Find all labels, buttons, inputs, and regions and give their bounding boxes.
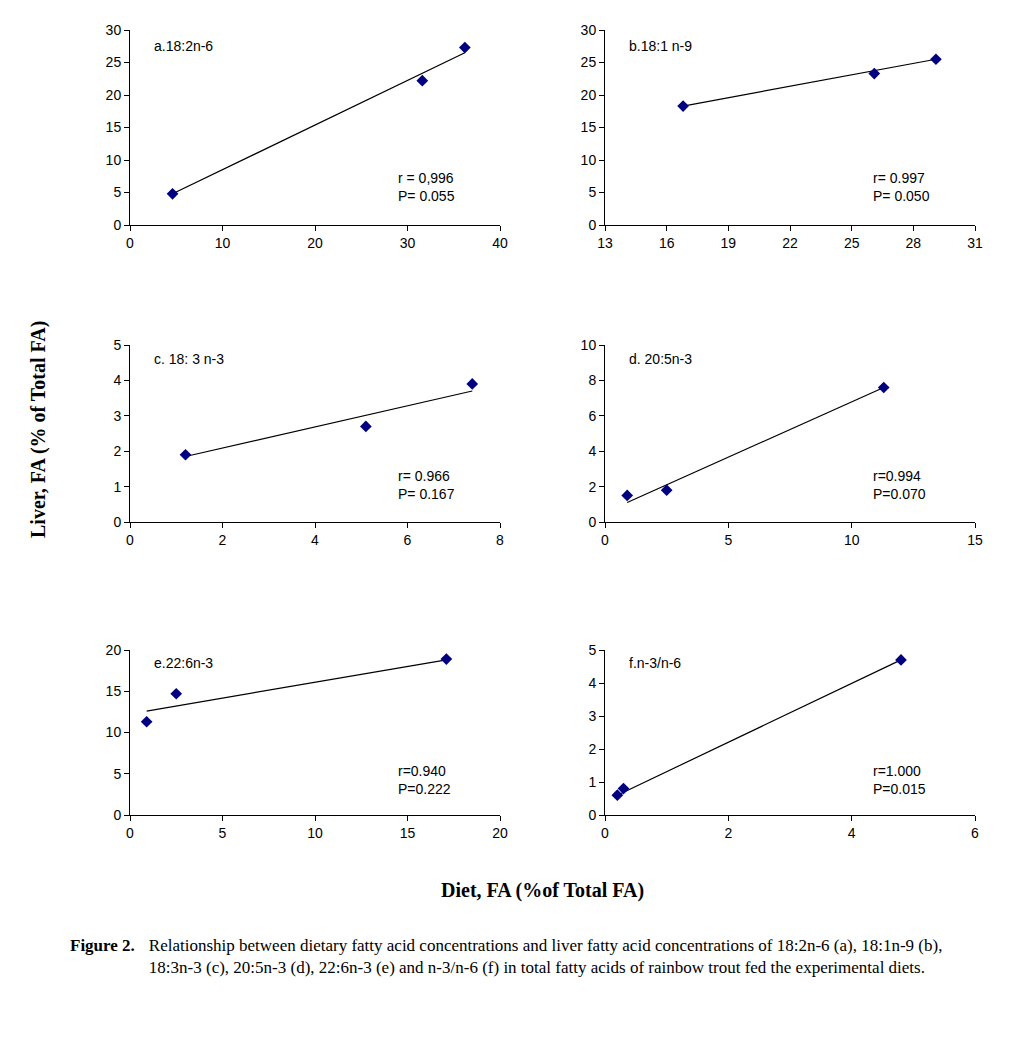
svg-text:25: 25 — [844, 235, 860, 251]
svg-text:40: 40 — [492, 235, 508, 251]
svg-text:2: 2 — [219, 532, 227, 548]
svg-text:25: 25 — [106, 54, 122, 70]
svg-text:20: 20 — [492, 825, 508, 841]
svg-text:0: 0 — [588, 514, 596, 530]
svg-text:d. 20:5n-3: d. 20:5n-3 — [629, 351, 692, 367]
svg-text:15: 15 — [106, 119, 122, 135]
svg-text:r= 0.966P= 0.167: r= 0.966P= 0.167 — [398, 468, 455, 502]
svg-text:15: 15 — [967, 532, 983, 548]
svg-text:r= 0.997P= 0.050: r= 0.997P= 0.050 — [873, 170, 930, 204]
svg-text:0: 0 — [126, 532, 134, 548]
svg-text:4: 4 — [848, 825, 856, 841]
svg-text:5: 5 — [219, 825, 227, 841]
svg-text:0: 0 — [126, 235, 134, 251]
svg-text:8: 8 — [496, 532, 504, 548]
svg-text:0: 0 — [113, 217, 121, 233]
svg-text:3: 3 — [113, 408, 121, 424]
svg-text:1: 1 — [113, 479, 121, 495]
html-text:Relationship between dietary f: Relationship between dietary fatty acid … — [148, 936, 943, 978]
svg-text:5: 5 — [113, 766, 121, 782]
svg-text:10: 10 — [106, 724, 122, 740]
html-text:Figure 2.: Figure 2. — [70, 936, 135, 955]
svg-text:c. 18: 3 n-3: c. 18: 3 n-3 — [154, 351, 224, 367]
svg-text:5: 5 — [588, 642, 596, 658]
svg-text:15: 15 — [400, 825, 416, 841]
svg-text:10: 10 — [581, 337, 597, 353]
svg-text:31: 31 — [967, 235, 983, 251]
svg-text:0: 0 — [601, 532, 609, 548]
svg-text:Diet, FA (%of Total FA): Diet, FA (%of Total FA) — [441, 879, 644, 902]
svg-text:b.18:1 n-9: b.18:1 n-9 — [629, 38, 692, 54]
svg-text:5: 5 — [113, 184, 121, 200]
svg-text:0: 0 — [588, 807, 596, 823]
svg-text:5: 5 — [724, 532, 732, 548]
svg-text:a.18:2n-6: a.18:2n-6 — [154, 38, 213, 54]
svg-text:30: 30 — [581, 22, 597, 38]
svg-text:4: 4 — [311, 532, 319, 548]
svg-text:2: 2 — [588, 479, 596, 495]
svg-text:0: 0 — [113, 807, 121, 823]
svg-text:4: 4 — [588, 443, 596, 459]
svg-text:6: 6 — [588, 408, 596, 424]
svg-text:0: 0 — [113, 514, 121, 530]
svg-text:5: 5 — [588, 184, 596, 200]
svg-text:0: 0 — [588, 217, 596, 233]
svg-text:10: 10 — [307, 825, 323, 841]
svg-text:2: 2 — [588, 741, 596, 757]
svg-text:4: 4 — [588, 675, 596, 691]
svg-text:10: 10 — [106, 152, 122, 168]
svg-text:10: 10 — [581, 152, 597, 168]
svg-text:10: 10 — [844, 532, 860, 548]
svg-text:16: 16 — [659, 235, 675, 251]
svg-text:Liver, FA (% of Total FA): Liver, FA (% of Total FA) — [27, 321, 50, 538]
svg-text:10: 10 — [215, 235, 231, 251]
svg-text:8: 8 — [588, 372, 596, 388]
svg-text:30: 30 — [106, 22, 122, 38]
svg-text:r=0.940P=0.222: r=0.940P=0.222 — [398, 763, 451, 797]
svg-text:19: 19 — [721, 235, 737, 251]
svg-text:15: 15 — [106, 683, 122, 699]
svg-text:3: 3 — [588, 708, 596, 724]
svg-text:15: 15 — [581, 119, 597, 135]
svg-text:1: 1 — [588, 774, 596, 790]
svg-text:20: 20 — [581, 87, 597, 103]
svg-text:30: 30 — [400, 235, 416, 251]
svg-text:20: 20 — [106, 642, 122, 658]
svg-text:r = 0,996P= 0.055: r = 0,996P= 0.055 — [398, 170, 455, 204]
svg-text:2: 2 — [113, 443, 121, 459]
svg-text:0: 0 — [601, 825, 609, 841]
svg-text:20: 20 — [106, 87, 122, 103]
svg-text:6: 6 — [404, 532, 412, 548]
svg-text:2: 2 — [724, 825, 732, 841]
svg-text:6: 6 — [971, 825, 979, 841]
svg-text:0: 0 — [126, 825, 134, 841]
svg-text:r=1.000P=0.015: r=1.000P=0.015 — [873, 763, 926, 797]
svg-text:e.22:6n-3: e.22:6n-3 — [154, 655, 213, 671]
svg-text:r=0.994P=0.070: r=0.994P=0.070 — [873, 468, 926, 502]
svg-text:22: 22 — [782, 235, 798, 251]
svg-text:13: 13 — [597, 235, 613, 251]
svg-text:f.n-3/n-6: f.n-3/n-6 — [629, 655, 681, 671]
svg-text:28: 28 — [906, 235, 922, 251]
svg-text:20: 20 — [307, 235, 323, 251]
svg-text:5: 5 — [113, 337, 121, 353]
svg-text:25: 25 — [581, 54, 597, 70]
svg-text:4: 4 — [113, 372, 121, 388]
